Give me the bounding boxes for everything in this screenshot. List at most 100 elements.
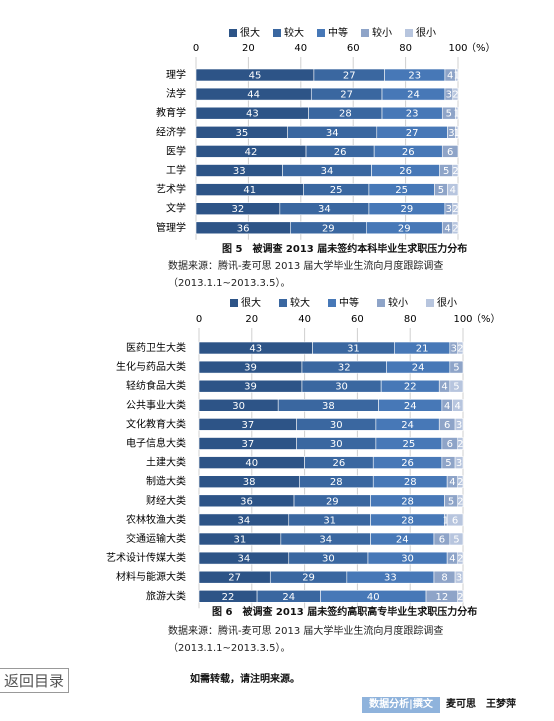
- bar-segment: [454, 570, 464, 584]
- back-link[interactable]: 返回目录: [0, 668, 70, 693]
- value-label: 26: [399, 166, 412, 177]
- value-label: 4: [444, 401, 450, 412]
- value-label: 24: [396, 535, 409, 546]
- value-label: 5: [445, 458, 451, 469]
- value-label: 39: [244, 363, 257, 374]
- legend-label: 较大: [284, 26, 304, 39]
- category-label: 文学: [166, 202, 186, 215]
- legend-swatch: [377, 299, 385, 307]
- value-label: 23: [408, 71, 421, 82]
- bar-segment: [452, 221, 459, 235]
- value-label: 5: [453, 363, 459, 374]
- value-label: 27: [343, 71, 356, 82]
- legend-label: 很大: [240, 26, 260, 39]
- value-label: 5: [453, 535, 459, 546]
- notice: 如需转载，请注明来源。: [190, 674, 300, 685]
- value-label: 6: [439, 535, 445, 546]
- value-label: 37: [241, 420, 254, 431]
- bar-segment: [454, 418, 464, 431]
- value-label: 30: [330, 439, 343, 450]
- value-label: 43: [246, 109, 259, 120]
- value-label: 1: [443, 515, 449, 526]
- x-tick-label: 80: [399, 43, 412, 54]
- value-label: 5: [443, 166, 449, 177]
- caption: 图 5 被调查 2013 届未签约本科毕业生求职压力分布: [222, 244, 468, 255]
- bar-segment: [449, 379, 464, 393]
- category-label: 文化教育大类: [126, 417, 186, 430]
- footer-tag: 数据分析|撰文: [362, 697, 440, 713]
- category-label: 交通运输大类: [126, 532, 186, 545]
- value-label: 6: [452, 515, 458, 526]
- category-label: 农林牧渔大类: [126, 513, 186, 526]
- value-label: 1: [454, 128, 460, 139]
- value-label: 36: [237, 223, 250, 234]
- value-label: 25: [403, 439, 416, 450]
- bar-segment: [449, 360, 464, 374]
- bar-segment: [446, 513, 464, 527]
- category-label: 医药卫生大类: [126, 341, 186, 354]
- value-label: 2: [452, 204, 458, 215]
- value-label: 30: [322, 554, 335, 565]
- value-label: 40: [367, 592, 380, 603]
- category-label: 理学: [166, 68, 186, 81]
- legend-label: 中等: [339, 296, 359, 309]
- category-label: 旅游大类: [146, 589, 186, 602]
- value-label: 5: [453, 382, 459, 393]
- bar-segment: [452, 398, 464, 412]
- value-label: 25: [395, 185, 408, 196]
- bar-segment: [457, 475, 464, 489]
- x-unit: （%）: [466, 42, 496, 54]
- value-label: 31: [347, 344, 360, 355]
- legend-swatch: [273, 29, 281, 37]
- x-tick-label: 20: [242, 43, 255, 54]
- value-label: 1: [454, 109, 460, 120]
- value-label: 21: [416, 344, 429, 355]
- bar-segment: [457, 494, 464, 508]
- bar-segment: [449, 532, 464, 546]
- value-label: 3: [456, 420, 462, 431]
- value-label: 2: [452, 90, 458, 101]
- value-label: 4: [450, 185, 456, 196]
- value-label: 22: [222, 592, 235, 603]
- value-label: 26: [333, 458, 346, 469]
- value-label: 35: [235, 128, 248, 139]
- value-label: 26: [402, 147, 415, 158]
- value-label: 29: [302, 573, 315, 584]
- x-tick-label: 100: [453, 314, 472, 325]
- value-label: 6: [444, 420, 450, 431]
- category-label: 经济学: [156, 125, 186, 138]
- x-tick-label: 60: [347, 43, 360, 54]
- value-label: 24: [412, 363, 425, 374]
- value-label: 42: [245, 147, 258, 158]
- category-label: 教育学: [156, 106, 186, 119]
- legend-label: 很小: [416, 26, 436, 39]
- value-label: 30: [232, 401, 245, 412]
- value-label: 3: [456, 458, 462, 469]
- x-tick-label: 0: [193, 43, 199, 54]
- bar-segment: [457, 437, 464, 450]
- category-label: 艺术学: [156, 183, 186, 196]
- value-label: 32: [338, 363, 351, 374]
- value-label: 6: [447, 439, 453, 450]
- category-label: 医学: [166, 144, 186, 157]
- legend-swatch: [230, 299, 238, 307]
- value-label: 34: [318, 204, 331, 215]
- x-tick-label: 80: [404, 314, 417, 325]
- x-tick-label: 20: [245, 314, 258, 325]
- bar-segment: [452, 87, 459, 101]
- value-label: 30: [401, 554, 414, 565]
- value-label: 2: [457, 344, 463, 355]
- value-label: 3: [446, 90, 452, 101]
- legend-swatch: [328, 299, 336, 307]
- value-label: 34: [319, 535, 332, 546]
- value-label: 5: [446, 109, 452, 120]
- value-label: 33: [384, 573, 397, 584]
- x-tick-label: 40: [294, 43, 307, 54]
- legend-label: 较小: [372, 26, 392, 39]
- bar-segment: [457, 341, 464, 355]
- category-label: 财经大类: [146, 494, 186, 507]
- bar-segment: [455, 68, 459, 82]
- category-label: 电子信息大类: [126, 437, 186, 450]
